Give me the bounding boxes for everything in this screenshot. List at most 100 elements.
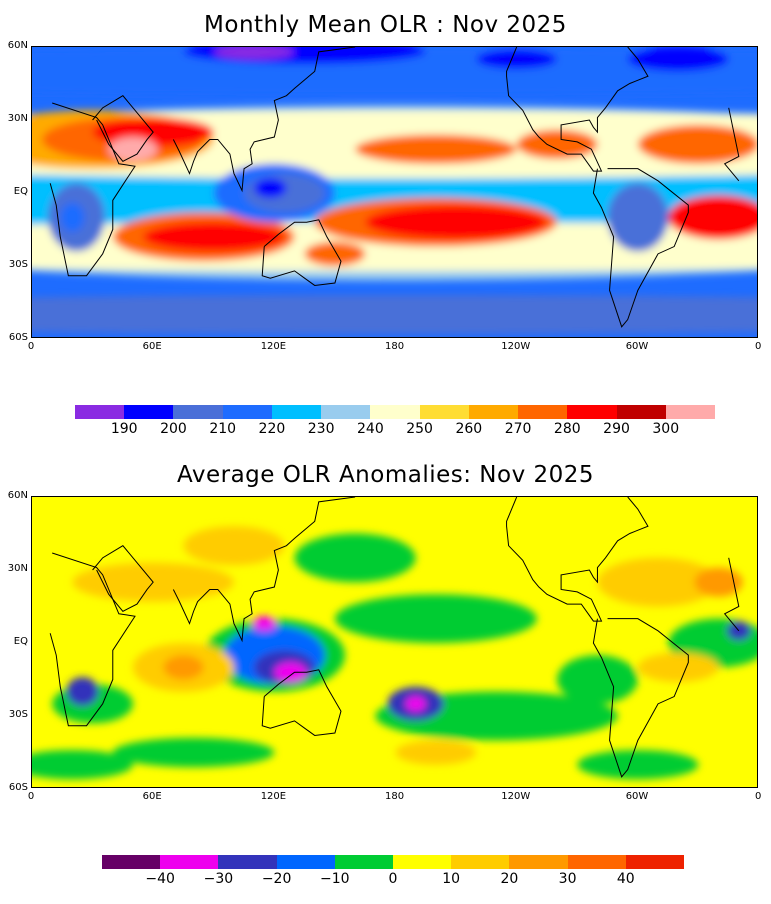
field-region: [557, 655, 638, 704]
colorbar-swatch: [222, 405, 272, 419]
colorbar-swatch: [393, 855, 452, 869]
coastline: [506, 497, 649, 622]
colorbar-swatch: [451, 855, 510, 869]
field-region: [395, 740, 477, 765]
colorbar-swatch: [567, 855, 626, 869]
lon-tick-label: 120E: [260, 341, 287, 352]
colorbar-swatch: [665, 405, 716, 419]
colorbar-label: 40: [616, 871, 635, 887]
coastline: [172, 497, 356, 643]
colorbar-swatch: [173, 405, 223, 419]
coastline: [261, 669, 342, 736]
field-region: [32, 295, 757, 335]
coastline: [92, 95, 154, 162]
coastline: [261, 219, 342, 286]
coastline: [592, 618, 689, 778]
olr-anomaly-map: [31, 496, 758, 788]
lon-tick-label: 120W: [501, 791, 531, 802]
colorbar-swatch: [75, 405, 125, 419]
olr-anomaly-colorbar: [102, 855, 685, 869]
lon-tick-label: 60W: [625, 341, 649, 352]
lat-tick-label: 60S: [8, 782, 28, 793]
colorbar-label: −20: [261, 871, 292, 887]
lon-tick-label: 0: [27, 341, 35, 352]
field-region: [668, 195, 757, 240]
coastline: [49, 102, 136, 277]
lon-tick-label: 120E: [260, 791, 287, 802]
colorbar-label: 0: [388, 871, 398, 887]
field-region: [476, 49, 558, 69]
colorbar-label: 30: [558, 871, 577, 887]
field-region: [252, 616, 277, 631]
field-region: [334, 594, 537, 643]
lat-tick-label: 30N: [7, 563, 28, 574]
map-field: [32, 47, 757, 337]
field-region: [577, 750, 699, 780]
colorbar-swatch: [419, 405, 469, 419]
colorbar-label: 200: [160, 421, 187, 437]
colorbar-swatch: [509, 855, 568, 869]
colorbar-swatch: [334, 855, 394, 869]
colorbar-swatch: [124, 405, 174, 419]
colorbar-swatch: [102, 855, 161, 869]
lon-tick-label: 60W: [625, 791, 649, 802]
field-region: [254, 178, 287, 198]
colorbar-swatch: [160, 855, 219, 869]
lat-tick-label: 30S: [8, 709, 28, 720]
field-region: [365, 205, 547, 240]
coastline: [723, 107, 740, 182]
lon-tick-label: 180: [385, 341, 405, 352]
colorbar-swatch: [616, 405, 666, 419]
field-region: [274, 662, 307, 682]
coastline: [49, 552, 136, 727]
lon-tick-label: 0: [755, 791, 762, 802]
colorbar-label: 240: [357, 421, 384, 437]
lon-tick-label: 60E: [142, 791, 162, 802]
field-region: [60, 202, 85, 232]
lat-tick-label: 60S: [8, 332, 28, 343]
lon-tick-label: 120W: [501, 341, 531, 352]
lon-tick-label: 180: [385, 791, 405, 802]
colorbar-label: 260: [455, 421, 483, 437]
lon-tick-label: 0: [27, 791, 35, 802]
colorbar-label: 270: [504, 421, 532, 437]
field-region: [637, 652, 719, 682]
map1-title: Monthly Mean OLR : Nov 2025: [204, 12, 567, 38]
olr-mean-map: [31, 46, 758, 338]
field-region: [183, 526, 285, 566]
field-region: [143, 222, 285, 252]
olr-mean-colorbar: [75, 405, 716, 419]
field-region: [405, 696, 426, 712]
lat-tick-label: EQ: [13, 636, 28, 647]
lon-tick-label: 0: [755, 341, 762, 352]
colorbar-swatch: [276, 855, 335, 869]
coastline: [92, 545, 154, 612]
colorbar-swatch: [518, 405, 568, 419]
field-region: [163, 655, 204, 680]
field-region: [637, 124, 757, 164]
field-region: [597, 557, 719, 607]
field-region: [694, 567, 743, 597]
colorbar-swatch: [271, 405, 322, 419]
field-region: [32, 750, 133, 780]
coastline: [723, 557, 740, 632]
colorbar-label: −40: [145, 871, 175, 887]
colorbar-label: 10: [442, 871, 461, 887]
lat-tick-label: 30N: [7, 113, 28, 124]
colorbar-label: 300: [652, 421, 680, 437]
field-region: [355, 134, 517, 164]
colorbar-label: 220: [258, 421, 286, 437]
map2-title: Average OLR Anomalies: Nov 2025: [176, 462, 595, 488]
colorbar-swatch: [625, 855, 685, 869]
field-region: [627, 47, 729, 72]
colorbar-swatch: [567, 405, 617, 419]
coastline: [172, 47, 356, 193]
coastline: [592, 168, 689, 328]
colorbar-swatch: [468, 405, 519, 419]
colorbar-label: 230: [307, 421, 335, 437]
colorbar-label: −30: [203, 871, 234, 887]
map-field: [32, 497, 757, 787]
colorbar-swatch: [218, 855, 277, 869]
lat-tick-label: 60N: [7, 490, 28, 501]
field-region: [304, 241, 366, 266]
